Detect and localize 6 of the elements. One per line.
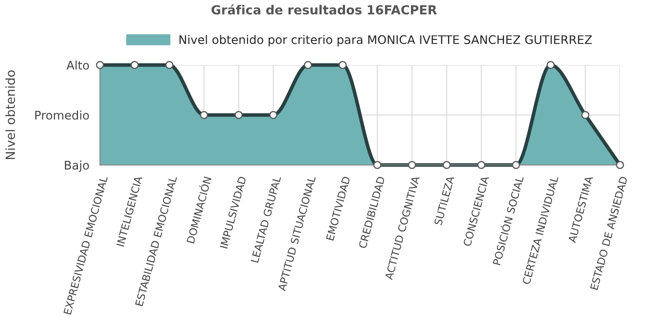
legend-label: Nivel obtenido por criterio para MONICA IVETTE SANCHEZ GUTIERREZ [180, 34, 592, 46]
category-label: Alto [66, 60, 89, 70]
y-axis-title: Nivel obtenido [5, 70, 16, 160]
category-label: Bajo [64, 160, 89, 172]
category-label: Promedio [35, 110, 89, 120]
chart-title: Gráfica de resultados 16FACPER [212, 4, 437, 15]
